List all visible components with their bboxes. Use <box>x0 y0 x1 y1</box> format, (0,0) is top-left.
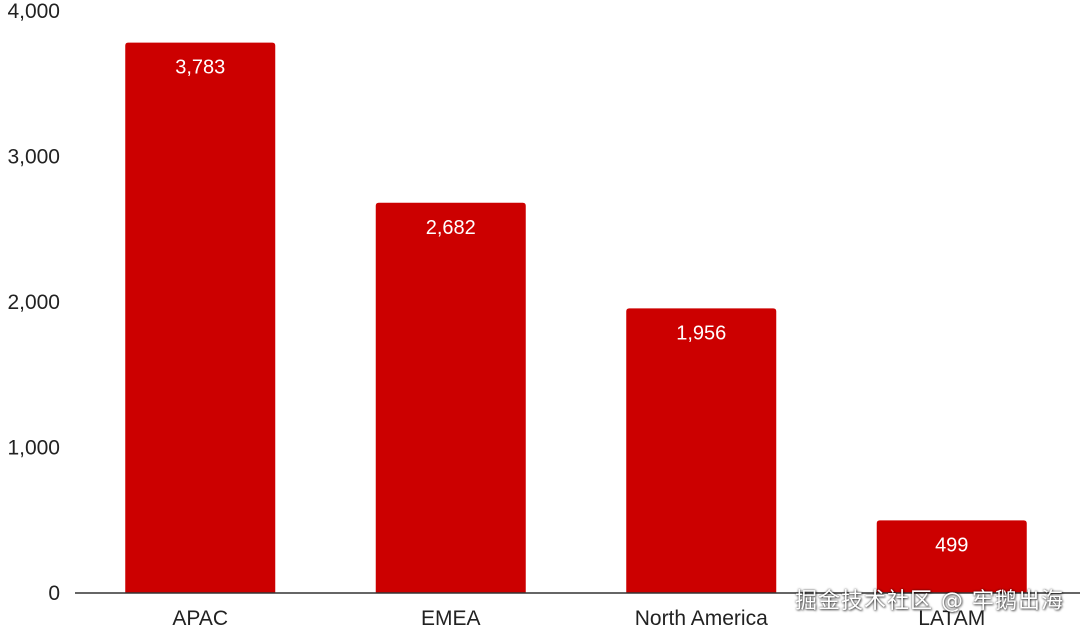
bar-series: 3,783 2,682 1,956 499 <box>125 42 1027 594</box>
y-tick-label: 0 <box>48 582 60 605</box>
bar-value-label: 3,783 <box>175 57 225 79</box>
bar-value-label: 2,682 <box>426 217 476 239</box>
bar-latam <box>876 520 1027 593</box>
y-axis-ticks: 0 1,000 2,000 3,000 4,000 <box>7 0 60 605</box>
x-category-label: North America <box>635 607 768 630</box>
y-tick-label: 2,000 <box>7 291 60 314</box>
y-tick-label: 3,000 <box>7 146 60 169</box>
x-category-label: APAC <box>172 607 228 630</box>
y-tick-label: 1,000 <box>7 437 60 460</box>
bar-apac <box>125 42 276 594</box>
bar-value-label: 1,956 <box>676 322 726 344</box>
x-category-label: EMEA <box>421 607 481 630</box>
bar-north-america <box>626 308 777 593</box>
y-tick-label: 4,000 <box>7 0 60 23</box>
bar-value-label: 499 <box>935 534 968 556</box>
x-category-label: LATAM <box>918 607 985 630</box>
x-axis-category-labels: APAC EMEA North America LATAM <box>172 607 985 630</box>
watermark: 掘金技术社区 @ 牢鹅出海 <box>795 589 1064 614</box>
bar-emea <box>375 202 526 594</box>
